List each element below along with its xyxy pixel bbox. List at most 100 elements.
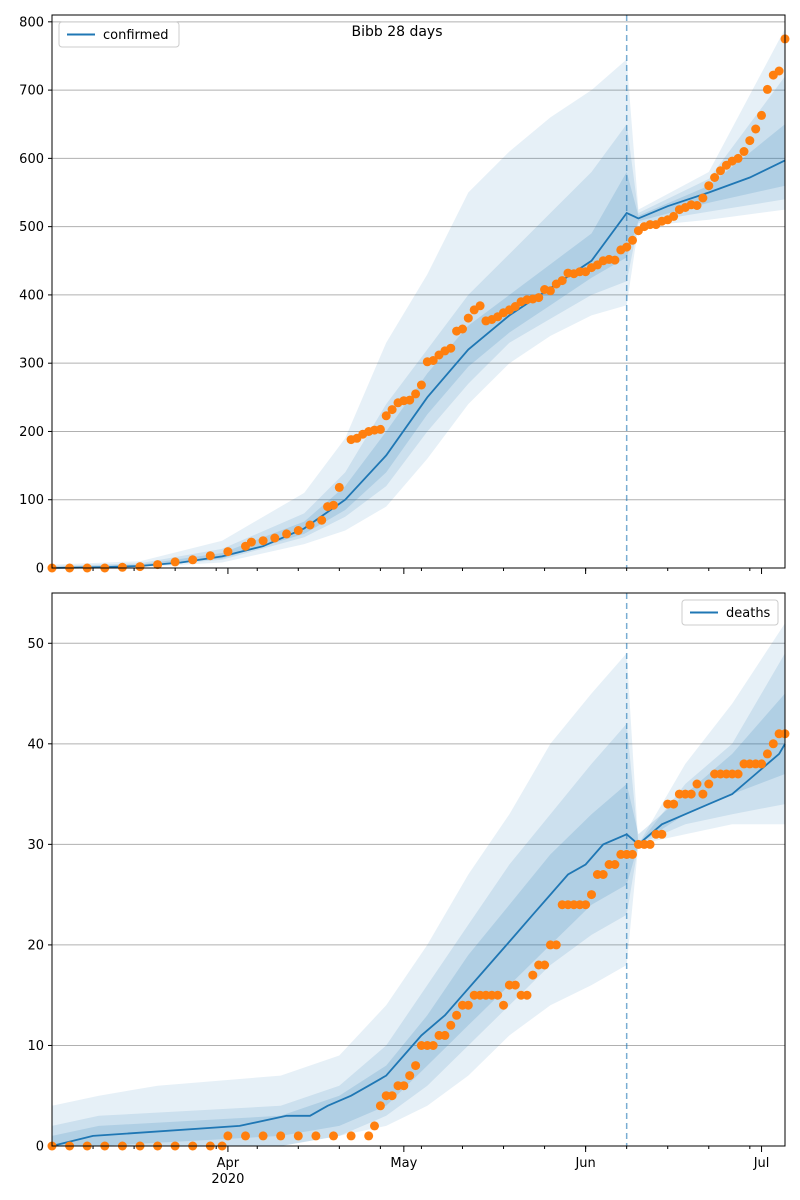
observed-point [698, 193, 708, 203]
observed-point [622, 242, 632, 252]
observed-point [399, 1081, 409, 1091]
observed-point [610, 255, 620, 265]
observed-point [704, 779, 714, 789]
uncertainty-band-outer [52, 28, 785, 568]
observed-point [117, 562, 127, 572]
x-tick-label: Jun [574, 1156, 595, 1171]
observed-point [698, 789, 708, 799]
observed-point [587, 890, 596, 900]
y-tick-label: 500 [19, 220, 44, 235]
y-tick-label: 10 [27, 1039, 44, 1054]
observed-point [364, 1131, 374, 1141]
deaths-model-line [51, 743, 786, 1147]
observed-point [745, 136, 755, 146]
observed-point [428, 1041, 438, 1050]
observed-point [387, 405, 397, 415]
uncertainty-band-inner [52, 124, 785, 568]
observed-point [334, 482, 344, 492]
observed-point [405, 395, 415, 405]
observed-point [446, 343, 456, 353]
uncertainty-band-middle [52, 76, 785, 569]
legend-label: confirmed [103, 28, 169, 43]
observed-point [733, 769, 743, 779]
y-tick-label: 40 [27, 737, 44, 752]
legend-box [681, 599, 779, 626]
observed-point [757, 759, 766, 769]
y-tick-label: 0 [36, 562, 44, 577]
observed-point [276, 1131, 286, 1141]
observed-point [540, 960, 550, 970]
observed-point [475, 301, 485, 311]
observed-point [458, 324, 467, 334]
observed-point [317, 515, 327, 525]
observed-point [223, 547, 233, 557]
observed-point [645, 839, 655, 849]
observed-point [329, 1131, 338, 1141]
observed-point [528, 970, 538, 980]
y-tick-label: 0 [36, 1140, 44, 1155]
observed-point [669, 799, 679, 809]
observed-point [551, 940, 561, 950]
y-tick-label: 100 [19, 493, 44, 508]
observed-point [411, 1061, 421, 1071]
observed-point [686, 789, 696, 799]
observed-point [669, 211, 679, 221]
observed-point [710, 173, 720, 182]
uncertainty-band-inner [52, 693, 785, 1146]
confirmed-panel: 0 100 200 300 400 500 600 700 800 confirmed [19, 14, 790, 577]
observed-point [416, 380, 426, 390]
observed-point [757, 110, 766, 120]
observed-point [739, 147, 749, 156]
y-tick-label: 200 [19, 425, 44, 440]
observed-point [170, 557, 180, 567]
observed-point [370, 1121, 379, 1131]
observed-point [405, 1071, 415, 1081]
observed-point [282, 529, 292, 539]
observed-point [768, 739, 778, 749]
observed-point [522, 990, 532, 1000]
observed-point [733, 153, 743, 163]
x-tick-sublabel: 2020 [211, 1172, 244, 1187]
observed-point [446, 1020, 456, 1030]
plot-frame [51, 14, 786, 569]
y-tick-label: 800 [19, 15, 44, 30]
legend-label: deaths [726, 606, 771, 621]
observed-point [716, 166, 725, 176]
observed-point [751, 124, 761, 134]
observed-point [610, 860, 620, 869]
observed-point [545, 286, 555, 296]
observed-point [499, 1000, 508, 1010]
plot-frame [51, 592, 786, 1147]
observed-point [329, 500, 338, 510]
observed-point [375, 1101, 385, 1111]
observed-point [557, 276, 567, 286]
observed-point [510, 980, 520, 990]
x-tick-label: Apr [217, 1156, 240, 1171]
observed-point [440, 1030, 450, 1040]
observed-point [311, 1131, 321, 1141]
uncertainty-band-outer [52, 623, 785, 1146]
observed-point [188, 555, 198, 565]
y-tick-label: 400 [19, 288, 44, 303]
y-tick-label: 20 [27, 938, 44, 953]
observed-point [598, 870, 608, 879]
observed-point [463, 1000, 473, 1010]
chart-title: Bibb 28 days [351, 24, 442, 40]
observed-point [628, 849, 637, 859]
uncertainty-band-middle [52, 653, 785, 1146]
legend-box [58, 21, 180, 48]
observed-point [135, 562, 145, 572]
observed-point [774, 66, 784, 76]
observed-point [463, 313, 473, 323]
x-tick-label: May [390, 1156, 417, 1171]
observed-point [411, 389, 421, 399]
observed-point [293, 1131, 303, 1141]
observed-point [205, 551, 215, 561]
observed-point [375, 424, 385, 434]
observed-point [692, 201, 702, 210]
observed-point [305, 520, 315, 530]
observed-point [704, 181, 714, 191]
x-tick-label: Jul [753, 1156, 770, 1171]
